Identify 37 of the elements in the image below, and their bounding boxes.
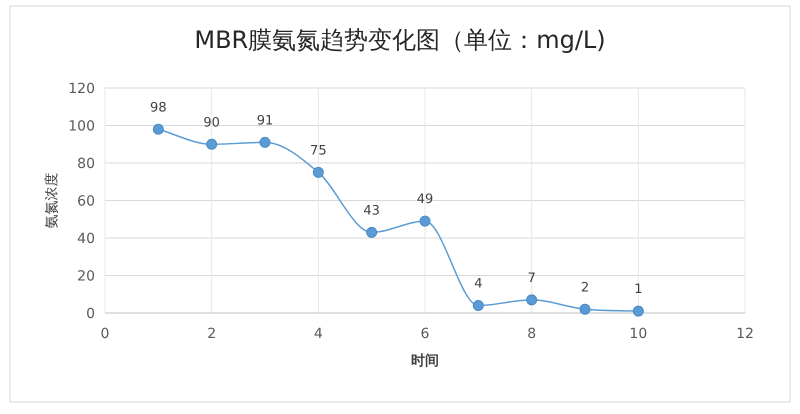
data-label: 7 bbox=[528, 270, 536, 286]
data-label: 1 bbox=[634, 282, 642, 298]
point bbox=[206, 138, 218, 150]
data-label: 4 bbox=[474, 276, 482, 292]
point bbox=[366, 226, 378, 238]
x-tick-label: 12 bbox=[736, 326, 754, 342]
x-axis-title: 时间 bbox=[411, 353, 439, 369]
point bbox=[260, 136, 270, 148]
x-tick-label: 10 bbox=[629, 326, 648, 342]
point bbox=[526, 294, 538, 306]
point bbox=[580, 304, 590, 315]
point bbox=[632, 306, 644, 317]
data-label: 75 bbox=[310, 143, 327, 158]
x-tick-label: 4 bbox=[314, 326, 323, 342]
point bbox=[420, 216, 430, 227]
x-tick-label: 2 bbox=[207, 326, 216, 342]
point bbox=[472, 300, 484, 311]
x-tick-label: 0 bbox=[100, 326, 110, 342]
y-tick-label: 60 bbox=[77, 194, 95, 210]
data-label: 90 bbox=[203, 115, 220, 130]
y-tick-label: 0 bbox=[86, 306, 95, 322]
chart-title: MBR膜氨氮趋势变化图（单位：mg/L) bbox=[194, 26, 606, 54]
y-tick-label: 120 bbox=[68, 81, 95, 97]
data-label: 91 bbox=[256, 113, 274, 128]
y-tick-label: 80 bbox=[77, 156, 95, 172]
x-tick-label: 8 bbox=[527, 326, 536, 342]
point bbox=[152, 124, 164, 135]
data-label: 2 bbox=[580, 280, 590, 296]
y-tick-label: 100 bbox=[68, 118, 95, 134]
point bbox=[312, 166, 324, 178]
data-label: 49 bbox=[416, 192, 434, 208]
data-label: 98 bbox=[150, 100, 167, 116]
y-tick-label: 20 bbox=[77, 268, 95, 284]
y-tick-label: 40 bbox=[77, 231, 95, 247]
x-tick-label: 6 bbox=[420, 326, 430, 342]
data-label: 43 bbox=[363, 203, 380, 218]
y-axis-title: 氨氮浓度 bbox=[44, 172, 60, 228]
